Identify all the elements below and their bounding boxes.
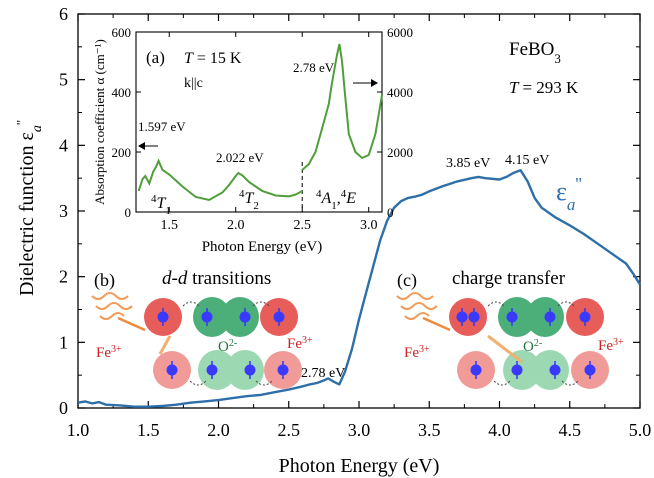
inset-peak-278: 2.78 eV (293, 60, 335, 75)
inset-absorption-chart: 1.5 2.0 2.5 3.0 0 200 400 600 0 2000 4000 6000 (a… (92, 25, 413, 255)
main-y-tick-label: 1 (59, 332, 68, 352)
inset-left-tick-label: 0 (125, 205, 132, 220)
main-y-axis-label: Dielectric function εa'' (15, 120, 45, 296)
electron-spins-c (456, 308, 596, 379)
inset-right-tick-label: 0 (387, 205, 394, 220)
main-y-ticks: 0 1 2 3 4 5 6 (59, 4, 640, 418)
inset-panel-label: (a) (146, 48, 165, 67)
inset-left-y-ticks: 0 200 400 600 (112, 25, 141, 220)
inset-left-tick-label: 200 (112, 145, 132, 160)
o-label-c: O2- (523, 338, 542, 356)
main-x-tick-label: 3.0 (348, 420, 371, 440)
fe-ion-c-top-left (449, 298, 487, 336)
inset-x-tick-label: 3.0 (360, 218, 378, 233)
inset-temperature: T = 15 K (184, 50, 242, 67)
inset-series-line-right (301, 43, 383, 171)
inset-x-tick-label: 2.5 (293, 218, 311, 233)
inset-series-line-left (137, 158, 303, 202)
inset-polarization: k||c (184, 76, 203, 91)
inset-right-tick-label: 4000 (387, 85, 413, 100)
main-y-tick-label: 0 (59, 398, 68, 418)
material-label: FeBO3 (509, 39, 561, 66)
peak-label-4-15: 4.15 eV (505, 153, 549, 168)
schematic-b-panel-label: (b) (94, 270, 115, 291)
main-x-tick-label: 4.5 (559, 420, 582, 440)
main-x-axis-label: Photon Energy (eV) (279, 455, 440, 477)
main-y-tick-label: 5 (59, 70, 68, 90)
inset-x-axis-label: Photon Energy (eV) (202, 239, 323, 255)
schematic-dd-transitions: (b) d-d transitions Fe3+ O2- Fe3+ (91, 268, 313, 390)
inset-right-arrowhead (371, 79, 378, 87)
main-x-tick-label: 2.0 (207, 420, 230, 440)
inset-band-label-T1: 4T1 (151, 193, 171, 217)
main-x-ticks: 1.0 1.5 2.0 2.5 3.0 3.5 4.0 4.5 5.0 (67, 14, 652, 440)
main-y-tick-label: 4 (59, 135, 68, 155)
inset-left-tick-label: 400 (112, 85, 132, 100)
inset-left-tick-label: 600 (112, 25, 132, 40)
series-label: εa'' (556, 174, 582, 214)
peak-label-3-85: 3.85 eV (446, 156, 490, 171)
main-x-tick-label: 1.0 (67, 420, 90, 440)
schematic-b-title: d-d transitions (162, 268, 271, 289)
schematic-c-panel-label: (c) (397, 270, 417, 291)
transition-arrow-c (487, 334, 523, 364)
main-y-tick-label: 6 (59, 4, 68, 24)
inset-right-tick-label: 2000 (387, 145, 413, 160)
inset-band-label-T2: 4T2 (239, 188, 259, 212)
inset-right-tick-label: 6000 (387, 25, 413, 40)
transition-arrow-b (158, 335, 172, 355)
main-x-tick-label: 2.5 (278, 420, 301, 440)
fe-label-c-right: Fe3+ (598, 337, 624, 355)
photon-wave-c (396, 292, 451, 332)
inset-left-arrowhead (138, 142, 145, 150)
hopping-paths-b (182, 301, 273, 386)
schematic-charge-transfer: (c) charge transfer Fe3+ O2- Fe3+ (396, 268, 624, 390)
inset-peak-1597: 1.597 eV (138, 119, 186, 134)
hopping-paths-c (487, 301, 579, 386)
main-x-tick-label: 4.0 (488, 420, 511, 440)
inset-x-tick-label: 1.5 (160, 218, 178, 233)
main-series-line (77, 169, 642, 408)
photon-wave-b (91, 292, 146, 332)
fe-label-b-right: Fe3+ (287, 335, 313, 353)
fe-label-b-left: Fe3+ (96, 344, 122, 362)
inset-x-tick-label: 2.0 (227, 218, 245, 233)
inset-y-axis-label: Absorption coefficient α (cm⁻¹) (92, 39, 107, 205)
peak-label-2-78: 2.78 eV (301, 366, 345, 381)
temperature-label: T = 293 K (509, 78, 579, 97)
main-y-tick-label: 2 (59, 267, 68, 287)
inset-x-ticks: 1.5 2.0 2.5 3.0 (160, 32, 377, 233)
main-x-tick-label: 3.5 (418, 420, 441, 440)
main-x-tick-label: 1.5 (137, 420, 160, 440)
schematic-c-title: charge transfer (452, 268, 566, 289)
inset-band-label-A1E: 4A1,4E (316, 188, 356, 212)
main-x-tick-label: 5.0 (629, 420, 652, 440)
fe-label-c-left: Fe3+ (404, 344, 430, 362)
inset-peak-2022: 2.022 eV (216, 150, 264, 165)
inset-right-y-ticks: 0 2000 4000 6000 (377, 25, 413, 220)
main-y-tick-label: 3 (59, 201, 68, 221)
electron-spins-b (157, 308, 289, 379)
o-label-b: O2- (218, 338, 237, 356)
